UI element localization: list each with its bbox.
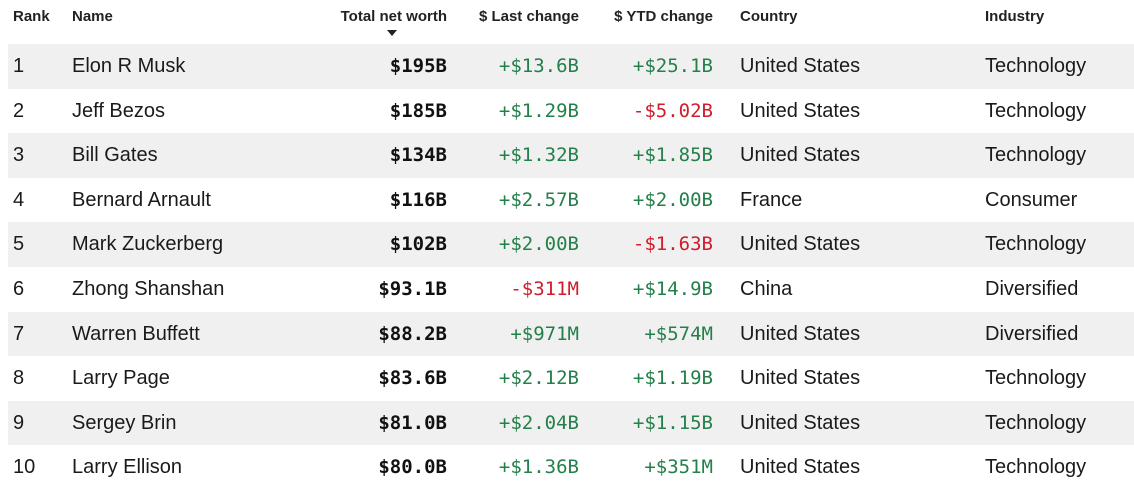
industry-cell: Technology — [985, 456, 1087, 479]
net-worth-cell: $195B — [389, 55, 447, 77]
country-cell: France — [740, 188, 803, 211]
sort-down-icon[interactable] — [387, 30, 397, 36]
ytd-change-cell: +$1.15B — [632, 411, 713, 434]
rank-cell: 10 — [13, 456, 36, 479]
ytd-change-cell: +$25.1B — [632, 55, 713, 77]
net-worth-cell: $102B — [389, 233, 447, 256]
table-row[interactable]: 3 Bill Gates $134B +$1.32B +$1.85B United Sta… — [8, 133, 1134, 178]
industry-cell: Diversified — [985, 322, 1079, 345]
country-cell: China — [740, 277, 793, 300]
country-cell: United States — [740, 456, 861, 479]
name-cell[interactable]: Zhong Shanshan — [72, 277, 225, 300]
name-cell[interactable]: Bill Gates — [72, 144, 158, 167]
column-header-country[interactable]: Country — [740, 8, 798, 25]
industry-cell: Technology — [985, 411, 1087, 434]
country-cell: United States — [740, 144, 861, 167]
net-worth-cell: $80.0B — [378, 456, 447, 479]
table-header: Rank Name Total net worth $ Last change … — [8, 0, 1134, 44]
table-row[interactable]: 6 Zhong Shanshan $93.1B -$311M +$14.9B China D… — [8, 267, 1134, 312]
last-change-cell: +$971M — [510, 322, 579, 345]
table-row[interactable]: 10 Larry Ellison $80.0B +$1.36B +$351M United… — [8, 445, 1134, 490]
ytd-change-cell: +$351M — [644, 456, 713, 479]
industry-cell: Technology — [985, 99, 1087, 122]
name-cell[interactable]: Jeff Bezos — [72, 99, 166, 122]
ytd-change-cell: +$1.19B — [632, 367, 713, 390]
country-cell: United States — [740, 233, 861, 256]
last-change-cell: +$1.32B — [498, 144, 579, 167]
last-change-cell: +$13.6B — [498, 55, 579, 77]
ytd-change-cell: +$574M — [644, 322, 713, 345]
name-cell[interactable]: Warren Buffett — [72, 322, 200, 345]
net-worth-cell: $93.1B — [378, 277, 447, 300]
ytd-change-cell: -$1.63B — [632, 233, 713, 256]
table-body: 1 Elon R Musk $195B +$13.6B +$25.1B United St… — [8, 44, 1134, 490]
name-cell[interactable]: Elon R Musk — [72, 55, 186, 77]
last-change-cell: -$311M — [510, 277, 579, 300]
ytd-change-cell: +$2.00B — [632, 188, 713, 211]
ytd-change-cell: -$5.02B — [632, 99, 713, 122]
name-cell[interactable]: Sergey Brin — [72, 411, 177, 434]
rank-cell: 4 — [13, 188, 25, 211]
ytd-change-cell: +$1.85B — [632, 144, 713, 167]
column-header-ytd-change[interactable]: $ YTD change — [614, 8, 713, 25]
rank-cell: 1 — [13, 55, 25, 77]
industry-cell: Technology — [985, 144, 1087, 167]
table-row[interactable]: 1 Elon R Musk $195B +$13.6B +$25.1B United St… — [8, 44, 1134, 89]
last-change-cell: +$2.57B — [498, 188, 579, 211]
name-cell[interactable]: Bernard Arnault — [72, 188, 211, 211]
column-header-industry[interactable]: Industry — [985, 8, 1045, 25]
rank-cell: 8 — [13, 367, 25, 390]
column-header-last-change[interactable]: $ Last change — [478, 8, 579, 25]
name-cell[interactable]: Larry Page — [72, 367, 170, 390]
rank-cell: 2 — [13, 99, 25, 122]
net-worth-cell: $134B — [389, 144, 447, 167]
table-row[interactable]: 5 Mark Zuckerberg $102B +$2.00B -$1.63B Unite… — [8, 222, 1134, 267]
country-cell: United States — [740, 411, 861, 434]
table-row[interactable]: 4 Bernard Arnault $116B +$2.57B +$2.00B Franc… — [8, 178, 1134, 223]
last-change-cell: +$1.29B — [498, 99, 579, 122]
last-change-cell: +$1.36B — [498, 456, 579, 479]
ytd-change-cell: +$14.9B — [632, 277, 713, 300]
last-change-cell: +$2.00B — [498, 233, 579, 256]
country-cell: United States — [740, 99, 861, 122]
net-worth-cell: $116B — [389, 188, 447, 211]
billionaires-table: Rank Name Total net worth $ Last change … — [8, 0, 1134, 490]
industry-cell: Technology — [985, 55, 1087, 77]
country-cell: United States — [740, 55, 861, 77]
industry-cell: Consumer — [985, 188, 1078, 211]
net-worth-cell: $88.2B — [378, 322, 447, 345]
industry-cell: Technology — [985, 367, 1087, 390]
column-header-name[interactable]: Name — [72, 8, 113, 25]
column-header-rank[interactable]: Rank — [13, 8, 50, 25]
rank-cell: 5 — [13, 233, 25, 256]
industry-cell: Diversified — [985, 277, 1079, 300]
rank-cell: 3 — [13, 144, 25, 167]
name-cell[interactable]: Mark Zuckerberg — [72, 233, 224, 256]
industry-cell: Technology — [985, 233, 1087, 256]
rank-cell: 7 — [13, 322, 25, 345]
table-row[interactable]: 8 Larry Page $83.6B +$2.12B +$1.19B United St… — [8, 356, 1134, 401]
net-worth-cell: $83.6B — [378, 367, 447, 390]
table-row[interactable]: 7 Warren Buffett $88.2B +$971M +$574M United … — [8, 311, 1134, 357]
country-cell: United States — [740, 322, 861, 345]
net-worth-cell: $81.0B — [378, 411, 447, 434]
table-row[interactable]: 9 Sergey Brin $81.0B +$2.04B +$1.15B United S… — [8, 400, 1134, 446]
rank-cell: 9 — [13, 411, 25, 434]
rank-cell: 6 — [13, 277, 25, 300]
last-change-cell: +$2.12B — [498, 367, 579, 390]
last-change-cell: +$2.04B — [498, 411, 579, 434]
net-worth-cell: $185B — [389, 99, 447, 122]
column-header-net-worth[interactable]: Total net worth — [340, 8, 447, 25]
name-cell[interactable]: Larry Ellison — [72, 456, 183, 479]
table-row[interactable]: 2 Jeff Bezos $185B +$1.29B -$5.02B United Sta… — [8, 89, 1134, 134]
country-cell: United States — [740, 367, 861, 390]
